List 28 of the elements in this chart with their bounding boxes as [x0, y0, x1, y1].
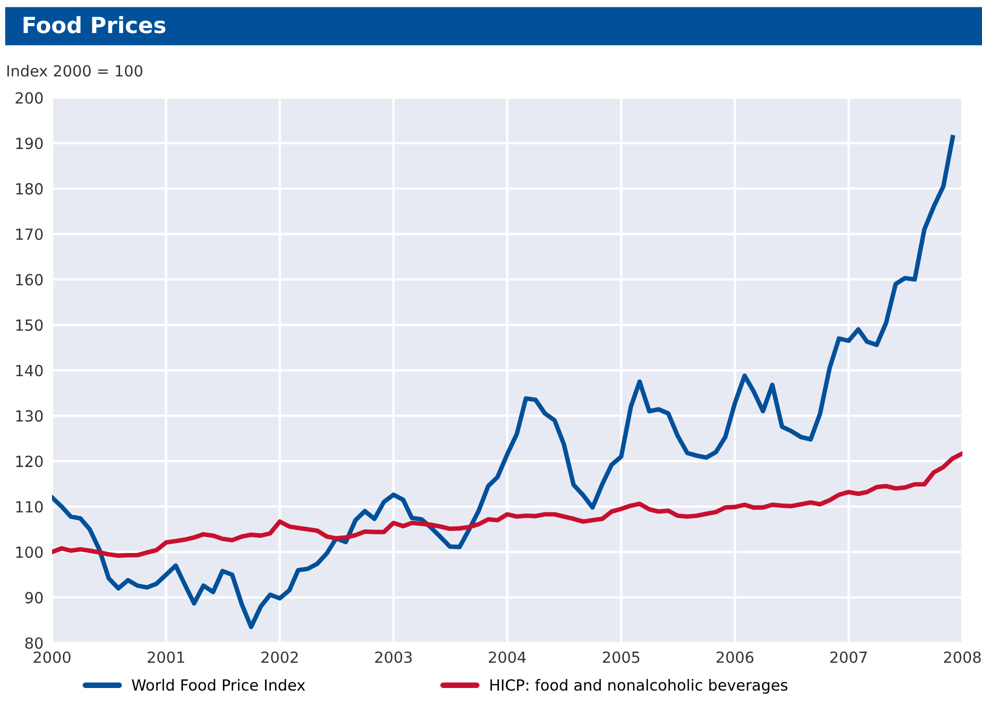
y-tick-label: 200 [16, 92, 43, 104]
y-axis-title: Index 2000 = 100 [7, 64, 142, 77]
line-series [52, 451, 962, 558]
legend-label: HICP: food and nonalcoholic beverages [490, 678, 788, 694]
y-tick-label: 90 [25, 592, 43, 604]
y-tick-label: 160 [16, 274, 43, 286]
x-tick-label: 2006 [716, 651, 754, 664]
x-tick-label: 2007 [830, 651, 867, 664]
y-tick-label: 130 [16, 410, 43, 422]
chart-title: Food Prices [24, 16, 166, 34]
y-tick-label: 100 [16, 546, 43, 558]
y-tick-label: 120 [16, 456, 43, 468]
y-tick-label: 150 [16, 319, 43, 331]
y-tick-label: 170 [16, 228, 43, 240]
x-tick-label: 2003 [375, 651, 412, 664]
y-tick-label: 180 [16, 183, 43, 195]
y-tick-label: 110 [16, 501, 43, 513]
legend-label: World Food Price Index [132, 678, 306, 691]
x-tick-label: 2002 [261, 651, 298, 664]
x-tick-label: 2005 [602, 651, 640, 664]
y-tick-label: 190 [16, 138, 43, 150]
y-tick-label: 80 [25, 637, 43, 649]
x-tick-label: 2008 [944, 651, 981, 664]
x-tick-label: 2004 [488, 651, 526, 664]
line-series [52, 135, 955, 630]
y-tick-label: 140 [16, 364, 43, 376]
x-tick-label: 2001 [148, 651, 184, 664]
x-tick-label: 2000 [34, 651, 70, 664]
